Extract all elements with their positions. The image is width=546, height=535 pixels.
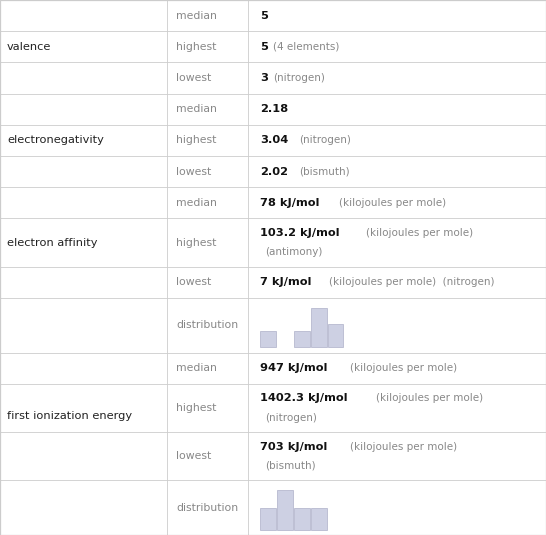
Text: highest: highest [176, 42, 217, 52]
Text: 947 kJ/mol: 947 kJ/mol [260, 363, 328, 373]
Text: median: median [176, 104, 217, 114]
Text: 3.04: 3.04 [260, 135, 289, 146]
Text: (nitrogen): (nitrogen) [273, 73, 325, 83]
Text: (antimony): (antimony) [265, 247, 322, 257]
Text: 3: 3 [260, 73, 269, 83]
Text: highest: highest [176, 238, 217, 248]
Bar [260, 508, 276, 530]
Bar [294, 331, 310, 347]
Text: (bismuth): (bismuth) [299, 166, 349, 177]
Text: valence: valence [7, 42, 51, 52]
Text: distribution: distribution [176, 503, 239, 513]
Text: lowest: lowest [176, 73, 212, 83]
Text: highest: highest [176, 135, 217, 146]
Text: (kilojoules per mole): (kilojoules per mole) [366, 228, 473, 238]
Text: (nitrogen): (nitrogen) [265, 412, 317, 423]
Text: 2.02: 2.02 [260, 166, 288, 177]
Text: (bismuth): (bismuth) [265, 461, 316, 471]
Text: median: median [176, 11, 217, 21]
Text: (nitrogen): (nitrogen) [299, 135, 351, 146]
Text: 5: 5 [260, 11, 268, 21]
Text: electron affinity: electron affinity [7, 238, 98, 248]
Text: lowest: lowest [176, 277, 212, 287]
Text: 703 kJ/mol: 703 kJ/mol [260, 441, 328, 452]
Text: (4 elements): (4 elements) [273, 42, 339, 52]
Text: (kilojoules per mole): (kilojoules per mole) [350, 363, 457, 373]
Text: (kilojoules per mole): (kilojoules per mole) [340, 198, 447, 208]
Bar [277, 490, 293, 530]
Text: median: median [176, 363, 217, 373]
Text: electronegativity: electronegativity [7, 135, 104, 146]
Text: (kilojoules per mole)  (nitrogen): (kilojoules per mole) (nitrogen) [329, 277, 495, 287]
Text: first ionization energy: first ionization energy [7, 411, 132, 422]
Bar [311, 508, 327, 530]
Text: highest: highest [176, 403, 217, 413]
Text: 1402.3 kJ/mol: 1402.3 kJ/mol [260, 393, 348, 403]
Text: lowest: lowest [176, 451, 212, 461]
Text: distribution: distribution [176, 320, 239, 330]
Text: 5: 5 [260, 42, 268, 52]
Text: (kilojoules per mole): (kilojoules per mole) [350, 441, 457, 452]
Bar [311, 308, 327, 347]
Text: lowest: lowest [176, 166, 212, 177]
Text: 78 kJ/mol: 78 kJ/mol [260, 198, 320, 208]
Text: 7 kJ/mol: 7 kJ/mol [260, 277, 312, 287]
Bar [260, 331, 276, 347]
Bar [328, 324, 343, 347]
Bar [294, 508, 310, 530]
Text: 103.2 kJ/mol: 103.2 kJ/mol [260, 228, 340, 238]
Text: 2.18: 2.18 [260, 104, 289, 114]
Text: median: median [176, 198, 217, 208]
Text: (kilojoules per mole): (kilojoules per mole) [376, 393, 483, 403]
